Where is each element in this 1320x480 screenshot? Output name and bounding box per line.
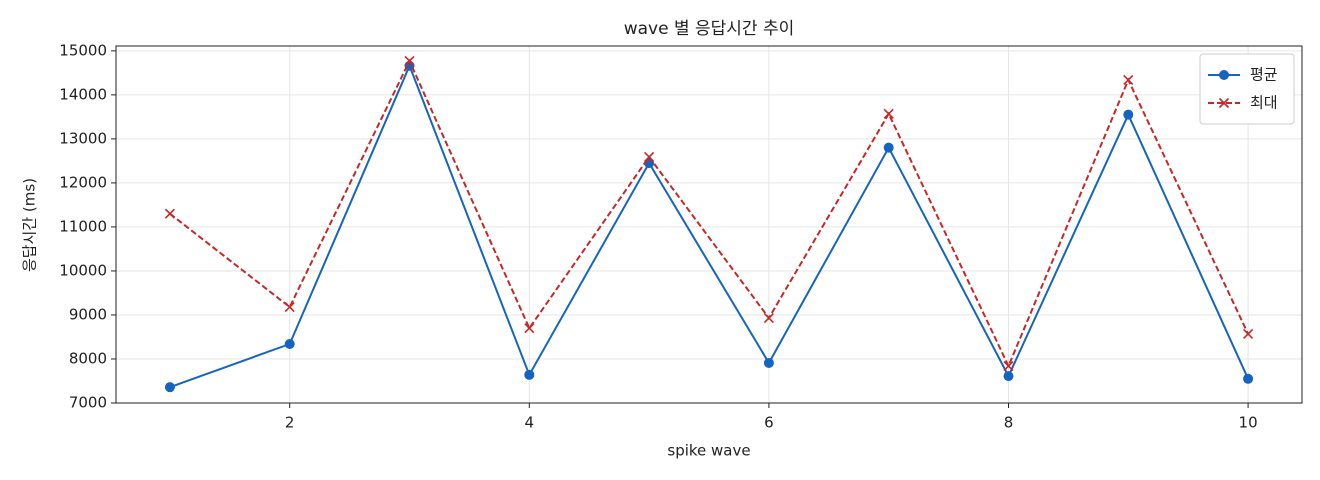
y-tick-label: 13000 [59, 129, 107, 147]
point [284, 339, 295, 350]
legend-marker [1219, 70, 1229, 80]
point [1003, 371, 1014, 382]
x-axis-label: spike wave [667, 442, 750, 460]
point [1243, 373, 1254, 384]
point [883, 142, 894, 153]
plot-frame [115, 45, 1303, 404]
point [1003, 360, 1014, 372]
y-tick-label: 14000 [59, 85, 107, 103]
y-tick-label: 8000 [69, 349, 107, 367]
legend-frame [1199, 53, 1295, 125]
point [164, 208, 175, 219]
point [644, 151, 655, 162]
x-tick-label: 6 [764, 414, 774, 432]
y-tick-label: 12000 [59, 173, 107, 191]
legend-label: 최대 [1250, 94, 1278, 112]
point [763, 312, 774, 324]
legend-label: 평균 [1250, 66, 1278, 84]
y-tick-label: 11000 [59, 217, 107, 235]
y-tick-label: 9000 [69, 305, 107, 323]
y-tick-label: 7000 [69, 394, 107, 412]
legend-marker [1218, 97, 1230, 109]
point [164, 382, 175, 393]
series-line [169, 58, 1249, 369]
point [763, 357, 774, 368]
x-tick-label: 8 [1004, 414, 1014, 432]
x-tick-label: 4 [525, 414, 535, 432]
series-line [169, 63, 1250, 389]
point [1243, 328, 1254, 339]
point [524, 323, 535, 334]
point [524, 369, 535, 380]
y-axis-label: 응답시간 (ms) [21, 178, 39, 272]
y-tick-label: 15000 [59, 41, 107, 59]
point [883, 108, 894, 119]
point [1123, 109, 1134, 120]
x-tick-label: 2 [285, 414, 295, 432]
y-tick-label: 10000 [59, 261, 107, 279]
point [284, 301, 295, 313]
point [1123, 74, 1134, 85]
point [404, 55, 415, 67]
x-tick-label: 10 [1239, 414, 1258, 432]
chart-title: wave 별 응답시간 추이 [624, 19, 795, 39]
